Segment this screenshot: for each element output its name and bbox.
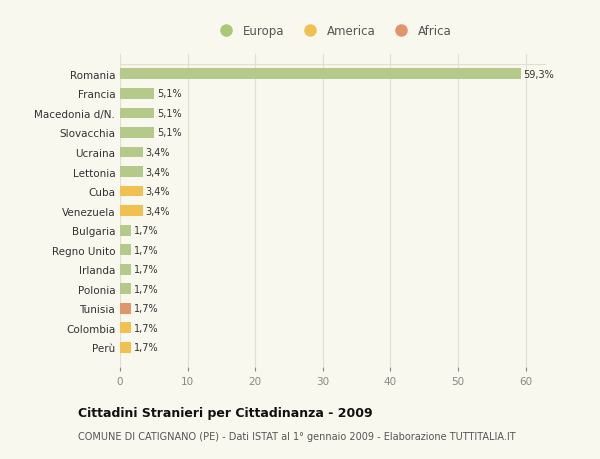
Text: 1,7%: 1,7% [134,226,159,235]
Text: 5,1%: 5,1% [157,89,182,99]
Text: 1,7%: 1,7% [134,323,159,333]
Bar [120,264,131,275]
Bar [120,284,131,295]
Text: 5,1%: 5,1% [157,109,182,118]
Bar [120,167,143,178]
Text: 1,7%: 1,7% [134,304,159,313]
Bar [120,342,131,353]
Text: 5,1%: 5,1% [157,128,182,138]
Text: 1,7%: 1,7% [134,284,159,294]
Text: 1,7%: 1,7% [134,245,159,255]
Bar [120,323,131,334]
Text: 3,4%: 3,4% [146,187,170,196]
Text: 3,4%: 3,4% [146,167,170,177]
Bar [120,89,154,100]
Bar [120,186,143,197]
Bar [120,245,131,256]
Bar [120,69,521,80]
Text: Cittadini Stranieri per Cittadinanza - 2009: Cittadini Stranieri per Cittadinanza - 2… [78,406,373,419]
Text: COMUNE DI CATIGNANO (PE) - Dati ISTAT al 1° gennaio 2009 - Elaborazione TUTTITAL: COMUNE DI CATIGNANO (PE) - Dati ISTAT al… [78,431,515,442]
Text: 1,7%: 1,7% [134,343,159,353]
Legend: Europa, America, Africa: Europa, America, Africa [209,20,457,43]
Bar [120,303,131,314]
Bar [120,108,154,119]
Bar [120,225,131,236]
Text: 3,4%: 3,4% [146,206,170,216]
Bar [120,206,143,217]
Text: 3,4%: 3,4% [146,148,170,157]
Text: 1,7%: 1,7% [134,265,159,274]
Bar [120,128,154,139]
Text: 59,3%: 59,3% [524,70,554,79]
Bar [120,147,143,158]
